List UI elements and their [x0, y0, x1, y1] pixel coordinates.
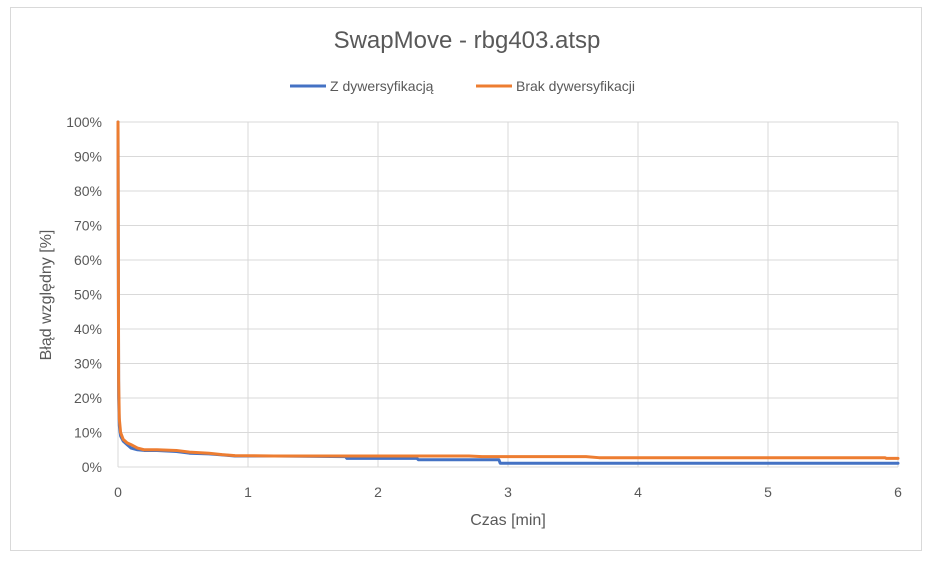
- x-tick-label: 1: [244, 484, 252, 500]
- y-tick-label: 100%: [66, 114, 102, 130]
- x-tick-label: 3: [504, 484, 512, 500]
- x-tick-label: 5: [764, 484, 772, 500]
- legend-label: Brak dywersyfikacji: [516, 78, 635, 94]
- y-tick-label: 70%: [74, 218, 102, 234]
- chart-title: SwapMove - rbg403.atsp: [334, 27, 601, 54]
- y-axis-label: Błąd względny [%]: [38, 230, 55, 361]
- series-lines: [116, 120, 900, 465]
- y-tick-label: 0%: [82, 459, 102, 475]
- y-tick-label: 50%: [74, 287, 102, 303]
- x-tick-label: 2: [374, 484, 382, 500]
- x-axis-label: Czas [min]: [470, 512, 546, 529]
- x-tick-label: 6: [894, 484, 902, 500]
- y-tick-label: 30%: [74, 356, 102, 372]
- y-tick-label: 60%: [74, 252, 102, 268]
- legend: Z dywersyfikacją Brak dywersyfikacji: [290, 78, 635, 94]
- x-axis-ticks: 0 1 2 3 4 5 6: [114, 484, 902, 500]
- grid: [117, 121, 899, 468]
- legend-label: Z dywersyfikacją: [330, 78, 434, 94]
- y-tick-label: 80%: [74, 183, 102, 199]
- y-tick-label: 10%: [74, 425, 102, 441]
- y-tick-label: 20%: [74, 390, 102, 406]
- y-tick-label: 90%: [74, 149, 102, 165]
- series-line-2: [116, 120, 900, 460]
- x-tick-label: 0: [114, 484, 122, 500]
- y-tick-label: 40%: [74, 321, 102, 337]
- y-axis-ticks: 0% 10% 20% 30% 40% 50% 60% 70% 80% 90% 100%: [66, 114, 102, 475]
- x-tick-label: 4: [634, 484, 642, 500]
